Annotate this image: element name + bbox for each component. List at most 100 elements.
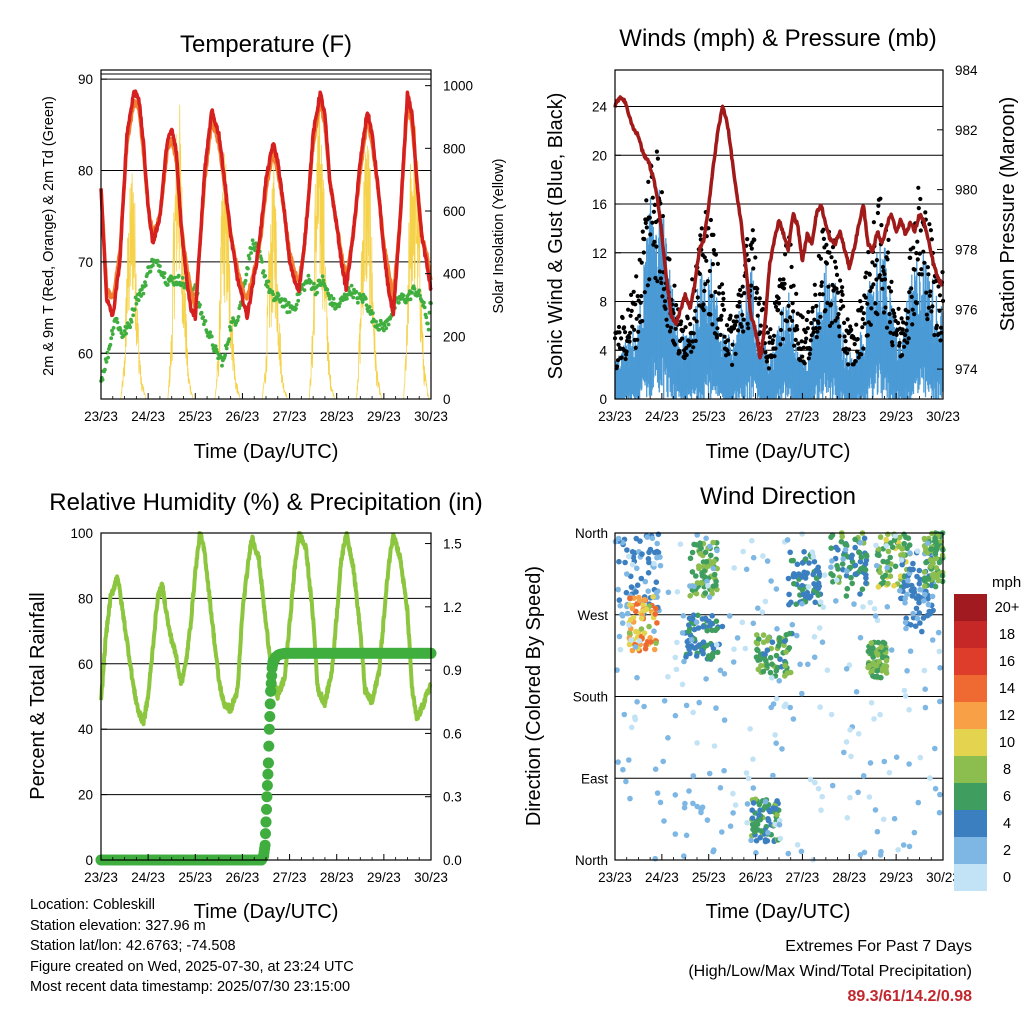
gust-point: [923, 210, 928, 215]
winds-ytick-right-label: 980: [955, 183, 978, 198]
gust-point: [693, 308, 698, 313]
gust-point: [754, 290, 759, 295]
direction-point: [857, 634, 864, 641]
gust-point: [721, 307, 727, 312]
dewpoint-point: [158, 264, 162, 268]
direction-point: [673, 666, 680, 673]
dewpoint-point: [244, 272, 249, 277]
gust-point: [776, 296, 781, 301]
direction-point: [867, 599, 873, 606]
dewpoint-point: [294, 306, 298, 311]
gust-point: [800, 354, 805, 359]
direction-point: [877, 569, 883, 576]
direction-point: [643, 606, 650, 613]
direction-point: [805, 584, 812, 590]
direction-point: [705, 653, 712, 659]
direction-point: [703, 535, 709, 542]
direction-point: [910, 610, 916, 617]
winds-ytick-right-label: 982: [955, 123, 978, 138]
direction-ytick-label: South: [573, 690, 608, 705]
gust-point: [627, 335, 632, 340]
direction-point: [688, 636, 695, 643]
direction-point: [843, 666, 850, 672]
gust-point: [932, 332, 937, 338]
gust-point: [819, 283, 824, 288]
dewpoint-point: [202, 322, 206, 327]
direction-point: [866, 662, 873, 669]
winds-ylabel-left: Sonic Wind & Gust (Blue, Black): [545, 93, 567, 380]
precip-point: [263, 723, 275, 735]
gust-point: [707, 268, 713, 274]
gust-point: [915, 257, 920, 262]
gust-point: [908, 255, 913, 260]
gust-point: [818, 256, 824, 261]
direction-point: [810, 553, 817, 560]
dewpoint-point: [325, 287, 330, 292]
direction-point: [828, 545, 834, 551]
direction-point: [761, 651, 767, 657]
gust-point: [660, 294, 665, 299]
gust-point: [824, 242, 829, 247]
direction-point: [616, 633, 623, 640]
direction-point: [773, 695, 780, 702]
direction-point: [687, 593, 693, 599]
direction-point: [929, 593, 936, 600]
colorbar-label: 14: [999, 681, 1015, 697]
direction-point: [693, 573, 699, 579]
gust-point: [771, 333, 777, 338]
created-text: Figure created on Wed, 2025-07-30, at 23…: [30, 958, 354, 975]
gust-point: [916, 185, 921, 190]
colorbar-swatch: [954, 675, 987, 702]
direction-point: [717, 785, 724, 791]
humidity-ytick-right-label: 1.5: [443, 537, 462, 552]
extremes-title: Extremes For Past 7 Days: [785, 938, 972, 955]
dewpoint-point: [266, 279, 271, 284]
direction-point: [762, 803, 768, 810]
dewpoint-point: [118, 328, 123, 332]
direction-point: [929, 637, 936, 643]
direction-point: [699, 804, 706, 810]
direction-point: [686, 615, 693, 622]
gust-point: [697, 271, 702, 276]
winds-xlabel: Time (Day/UTC): [706, 441, 851, 463]
gust-point: [647, 277, 652, 282]
gust-point: [745, 237, 750, 242]
gust-point: [868, 322, 873, 327]
dewpoint-point: [327, 297, 332, 301]
dewpoint-point: [412, 286, 417, 291]
direction-point: [862, 561, 869, 567]
direction-point: [871, 716, 877, 722]
dewpoint-point: [227, 337, 232, 341]
location-text: Location: Cobleskill: [30, 897, 155, 913]
gust-point: [691, 331, 696, 336]
gust-point: [680, 336, 685, 341]
gust-point: [737, 304, 742, 309]
gust-point: [848, 324, 853, 329]
humidity-xtick-label: 28/23: [320, 870, 354, 885]
direction-point: [661, 818, 667, 824]
dewpoint-point: [235, 318, 240, 323]
direction-point: [885, 531, 891, 537]
direction-point: [703, 676, 709, 682]
direction-point: [937, 791, 943, 798]
direction-point: [901, 540, 907, 547]
dewpoint-point: [106, 355, 110, 360]
precip-point: [260, 828, 271, 840]
direction-point: [922, 583, 928, 589]
gust-point: [730, 362, 735, 367]
gust-point: [814, 335, 819, 340]
direction-point: [636, 638, 643, 644]
direction-point: [916, 567, 923, 574]
direction-point: [651, 560, 657, 567]
dewpoint-point: [263, 274, 268, 278]
gust-point: [688, 322, 693, 327]
direction-point: [772, 732, 778, 738]
gust-point: [892, 314, 897, 319]
gust-point: [872, 263, 878, 268]
dewpoint-point: [382, 323, 387, 328]
direction-point: [743, 770, 750, 776]
direction-point: [804, 570, 810, 576]
gust-point: [890, 343, 895, 348]
direction-point: [817, 704, 823, 710]
direction-point: [884, 559, 891, 565]
